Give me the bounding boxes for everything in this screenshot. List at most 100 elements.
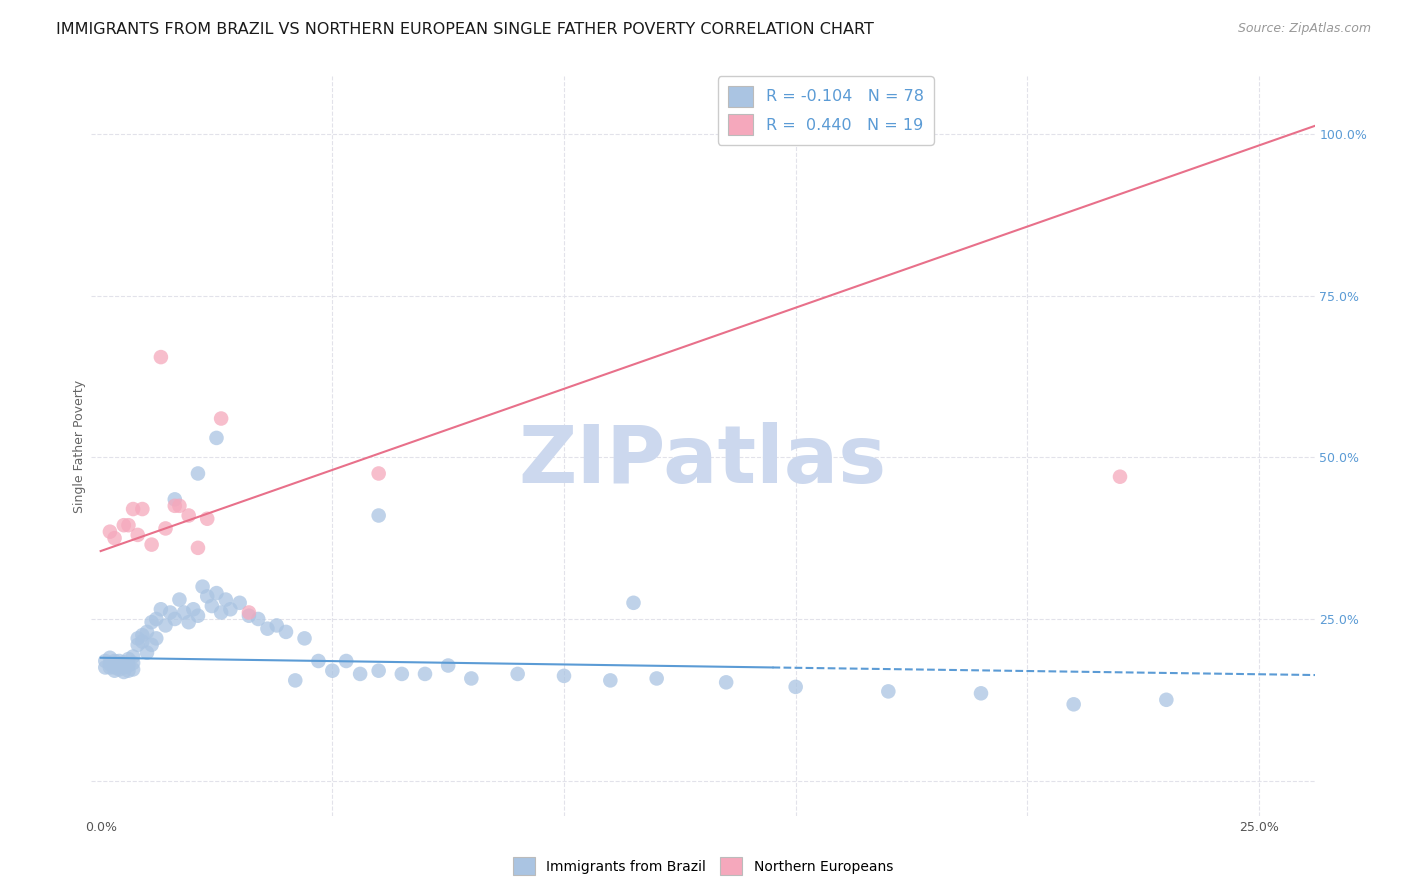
Point: [195, 512, 218, 526]
Point: [335, 654, 357, 668]
Point: [714, 675, 737, 690]
Point: [187, 541, 209, 555]
Point: [145, 612, 167, 626]
Point: [177, 615, 200, 630]
Point: [187, 467, 209, 481]
Point: [256, 622, 278, 636]
Point: [266, 618, 288, 632]
Point: [159, 606, 181, 620]
Point: [155, 618, 177, 632]
Point: [195, 590, 218, 604]
Point: [117, 664, 139, 678]
Point: [169, 499, 191, 513]
Text: ZIPatlas: ZIPatlas: [519, 422, 887, 500]
Y-axis label: Single Father Poverty: Single Father Poverty: [73, 379, 86, 513]
Point: [321, 664, 343, 678]
Point: [163, 612, 186, 626]
Point: [284, 673, 307, 688]
Point: [183, 602, 205, 616]
Point: [149, 602, 172, 616]
Legend: R = -0.104   N = 78, R =  0.440   N = 19: R = -0.104 N = 78, R = 0.440 N = 19: [718, 77, 934, 145]
Point: [219, 602, 242, 616]
Point: [131, 634, 153, 648]
Text: IMMIGRANTS FROM BRAZIL VS NORTHERN EUROPEAN SINGLE FATHER POVERTY CORRELATION CH: IMMIGRANTS FROM BRAZIL VS NORTHERN EUROP…: [56, 22, 875, 37]
Point: [173, 606, 195, 620]
Point: [877, 684, 900, 698]
Point: [367, 508, 389, 523]
Point: [1063, 698, 1085, 712]
Text: Source: ZipAtlas.com: Source: ZipAtlas.com: [1237, 22, 1371, 36]
Point: [506, 667, 529, 681]
Point: [122, 662, 145, 676]
Point: [108, 654, 131, 668]
Point: [238, 608, 260, 623]
Point: [970, 686, 993, 700]
Point: [1156, 693, 1178, 707]
Point: [112, 660, 135, 674]
Point: [228, 596, 250, 610]
Point: [294, 632, 316, 646]
Point: [117, 652, 139, 666]
Point: [103, 660, 125, 674]
Point: [274, 624, 297, 639]
Point: [94, 660, 117, 674]
Point: [367, 664, 389, 678]
Point: [349, 667, 371, 681]
Point: [1109, 469, 1132, 483]
Point: [98, 657, 121, 672]
Point: [238, 606, 260, 620]
Point: [177, 508, 200, 523]
Point: [98, 650, 121, 665]
Point: [413, 667, 436, 681]
Point: [205, 586, 228, 600]
Point: [98, 524, 121, 539]
Point: [117, 518, 139, 533]
Point: [599, 673, 621, 688]
Point: [645, 672, 668, 686]
Point: [122, 502, 145, 516]
Point: [103, 531, 125, 545]
Point: [127, 528, 149, 542]
Point: [307, 654, 329, 668]
Point: [108, 662, 131, 676]
Point: [127, 632, 149, 646]
Point: [136, 624, 159, 639]
Point: [169, 592, 191, 607]
Point: [122, 656, 145, 670]
Point: [187, 608, 209, 623]
Point: [141, 538, 163, 552]
Point: [163, 499, 186, 513]
Point: [98, 660, 121, 674]
Point: [136, 646, 159, 660]
Point: [112, 518, 135, 533]
Point: [367, 467, 389, 481]
Point: [247, 612, 270, 626]
Point: [103, 654, 125, 668]
Point: [209, 606, 232, 620]
Point: [112, 665, 135, 679]
Point: [141, 638, 163, 652]
Point: [623, 596, 645, 610]
Point: [122, 649, 145, 664]
Point: [163, 492, 186, 507]
Point: [131, 502, 153, 516]
Point: [112, 655, 135, 669]
Point: [108, 658, 131, 673]
Point: [141, 615, 163, 630]
Point: [191, 580, 214, 594]
Point: [215, 592, 238, 607]
Point: [553, 669, 575, 683]
Point: [209, 411, 232, 425]
Point: [131, 628, 153, 642]
Point: [149, 350, 172, 364]
Point: [94, 654, 117, 668]
Point: [103, 664, 125, 678]
Point: [460, 672, 482, 686]
Point: [155, 521, 177, 535]
Point: [117, 658, 139, 673]
Point: [201, 599, 224, 613]
Point: [785, 680, 807, 694]
Point: [391, 667, 413, 681]
Point: [145, 632, 167, 646]
Legend: Immigrants from Brazil, Northern Europeans: Immigrants from Brazil, Northern Europea…: [508, 852, 898, 880]
